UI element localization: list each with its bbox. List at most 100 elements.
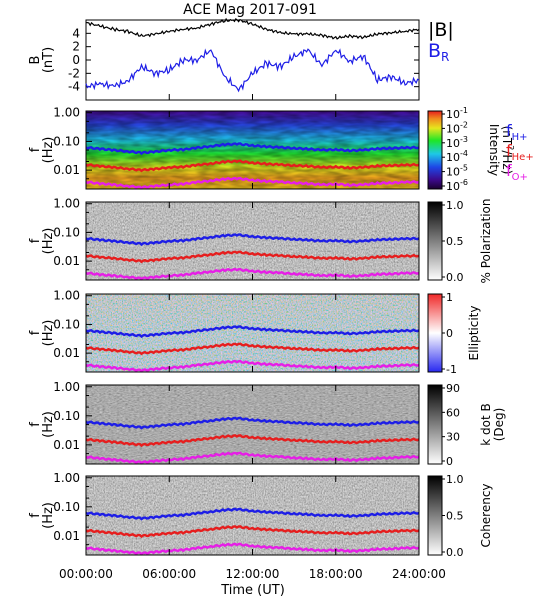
f-y-tick-label: 0.10 [53, 134, 80, 148]
f-axis-unit: (Hz) [41, 502, 56, 529]
b-field-plot-frame [85, 19, 420, 101]
gyro-line-O-plus [85, 176, 420, 190]
colorbar [427, 384, 443, 465]
panel-kb: 1.00 0.10 0.01 f(Hz) 90 60 30 0 k dot B (Deg) [28, 380, 506, 468]
f-axis-unit: (Hz) [41, 137, 56, 164]
gyro-line-H-plus [85, 233, 420, 247]
gyro-line-H-plus [85, 142, 420, 156]
panel-pol: 1.00 0.10 0.01 f(Hz) 1.0 0.5 0.0 % Polarization [28, 197, 493, 284]
colorbar-tick-label: 0.5 [446, 510, 464, 523]
gyro-line-O-plus [85, 359, 420, 373]
colorbar-label: Intensity [487, 124, 501, 176]
colorbar-tick-label: 1 [446, 291, 453, 304]
f-y-tick-label: 0.01 [53, 438, 80, 452]
gyro-line-He-plus [85, 434, 420, 448]
gyro-line-He-plus [85, 159, 420, 173]
f-y-tick-label: 1.00 [53, 471, 80, 485]
colorbar-tick-label: 60 [446, 406, 460, 419]
f-y-tick-label: 1.00 [53, 197, 80, 211]
colorbar-unit: (nT2/Hz) [500, 126, 515, 175]
colorbar-label: % Polarization [479, 199, 493, 284]
colorbar [427, 293, 443, 373]
legend-fHe: fHe+ [506, 141, 534, 163]
series-BR-line [85, 48, 420, 93]
f-axis-unit: (Hz) [41, 228, 56, 255]
legend-absB: |B| [428, 19, 454, 41]
gyro-line-He-plus [85, 250, 420, 264]
colorbar-tick-label: 10-2 [446, 120, 468, 135]
colorbar-tick-exponent: -2 [460, 120, 468, 129]
gyro-line-He-plus [85, 525, 420, 539]
panel-coh: 1.00 0.10 0.01 f(Hz) 1.0 0.5 0.0 Coherency [28, 471, 493, 559]
colorbar-tick-label: 1.0 [446, 199, 464, 212]
gyro-line-H-plus [85, 325, 420, 339]
gyro-line-O-plus [85, 542, 420, 556]
f-axis-label: f [28, 513, 43, 518]
x-tick-label: 12:00:00 [226, 567, 280, 581]
legend-fH: fH+ [506, 121, 528, 143]
b-legend: |B| BR [428, 19, 454, 64]
gyro-legend: fH+ fHe+ fO+ [506, 121, 534, 183]
x-tick-label: 18:00:00 [309, 567, 363, 581]
b-field-y-ticks: 420-2-4 [68, 26, 420, 100]
colorbar [427, 475, 443, 556]
colorbar-tick-label: 0.0 [446, 271, 464, 284]
colorbar-tick-label: 90 [446, 382, 460, 395]
b-y-tick-label: 4 [72, 26, 80, 40]
b-y-tick-label: 0 [72, 53, 80, 67]
colorbar-tick-label: -1 [446, 363, 457, 376]
colorbar [427, 110, 443, 190]
panel-ell: 1.00 0.10 0.01 f(Hz) 1 0 -1 Ellipticity [28, 289, 481, 376]
legend-fO: fO+ [506, 161, 528, 183]
f-y-tick-label: 0.01 [53, 346, 80, 360]
f-y-tick-label: 1.00 [53, 106, 80, 120]
f-axis-unit: (Hz) [41, 411, 56, 438]
x-tick-label: 06:00:00 [142, 567, 196, 581]
time-x-axis: 00:00:00 06:00:00 12:00:00 18:00:00 24:00:00 [59, 567, 446, 581]
x-axis-label: Time (UT) [220, 583, 285, 598]
colorbar-tick-label: 1.0 [446, 473, 464, 486]
colorbar-tick-label: 10-4 [446, 149, 468, 164]
b-field-lines [85, 17, 420, 93]
f-y-tick-label: 0.10 [53, 409, 80, 423]
f-y-tick-label: 1.00 [53, 289, 80, 303]
gyro-line-H-plus [85, 416, 420, 430]
f-y-tick-label: 0.01 [53, 163, 80, 177]
colorbar-tick-exponent: -6 [460, 178, 468, 187]
colorbar-tick-label: 0 [446, 327, 453, 340]
gyro-line-O-plus [85, 267, 420, 281]
gyro-line-O-plus [85, 451, 420, 465]
colorbar-tick-label: 10-6 [446, 178, 468, 193]
colorbar-tick-exponent: -3 [460, 135, 468, 144]
colorbar-tick-label: 10-1 [446, 106, 468, 121]
colorbar-tick-exponent: -1 [460, 106, 468, 115]
colorbar-tick-exponent: -5 [460, 164, 468, 173]
f-y-tick-label: 0.01 [53, 529, 80, 543]
b-axis-unit: (nT) [41, 47, 56, 73]
colorbar [427, 201, 443, 281]
colorbar-tick-label: 0.0 [446, 546, 464, 559]
f-y-tick-label: 0.10 [53, 500, 80, 514]
b-y-tick-label: 2 [72, 40, 80, 54]
panel-spec: 1.00 0.10 0.01 f(Hz) 10-110-210-310-410-510-… [28, 106, 515, 193]
gyro-line-H-plus [85, 507, 420, 521]
f-axis-label: f [28, 147, 43, 152]
gyro-line-He-plus [85, 342, 420, 356]
spectrogram-panels: 1.000.100.01f(Hz)10-110-210-310-410-510-… [28, 106, 515, 559]
series-absB-line [85, 17, 420, 40]
f-axis-unit: (Hz) [41, 320, 56, 347]
f-axis-label: f [28, 238, 43, 243]
colorbar-label: Coherency [479, 483, 493, 547]
f-y-tick-label: 0.01 [53, 254, 80, 268]
colorbar-tick-label: 30 [446, 431, 460, 444]
x-tick-label: 24:00:00 [392, 567, 446, 581]
b-y-tick-label: -2 [68, 66, 80, 80]
colorbar-label: Ellipticity [467, 306, 481, 361]
colorbar-unit: (Deg) [492, 408, 506, 442]
b-axis-label: B [28, 56, 43, 65]
f-y-tick-label: 1.00 [53, 380, 80, 394]
colorbar-label: k dot B [479, 403, 493, 445]
f-y-tick-label: 0.10 [53, 225, 80, 239]
b-field-y-axis-label: B (nT) [28, 47, 56, 73]
